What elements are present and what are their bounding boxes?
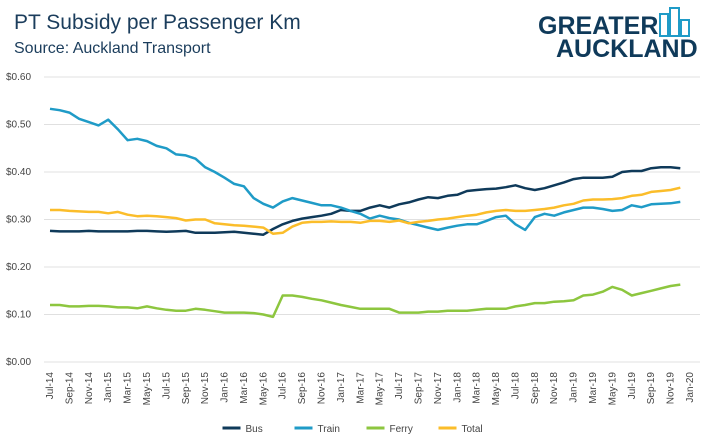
logo-text: GREATER xyxy=(538,12,658,40)
x-tick-label: Nov-14 xyxy=(84,372,95,405)
legend-label: Total xyxy=(462,424,483,435)
series-line xyxy=(50,186,681,235)
x-tick-label: Jan-18 xyxy=(452,372,463,403)
x-tick-label: Nov-19 xyxy=(666,372,677,405)
x-tick-label: Jul-18 xyxy=(510,372,521,400)
y-tick-label: $0.60 xyxy=(6,72,31,83)
x-tick-label: Mar-16 xyxy=(239,372,250,404)
x-tick-label: Nov-16 xyxy=(317,372,328,405)
legend-label: Ferry xyxy=(390,424,413,435)
x-tick-label: Nov-15 xyxy=(200,372,211,405)
legend-label: Train xyxy=(318,424,340,435)
x-tick-label: Jan-17 xyxy=(336,372,347,403)
x-tick-label: Sep-18 xyxy=(530,372,541,405)
x-tick-label: Mar-17 xyxy=(355,372,366,404)
series-line xyxy=(50,283,681,319)
x-tick-label: Jan-20 xyxy=(685,372,696,403)
x-tick-label: May-15 xyxy=(142,372,153,406)
y-tick-label: $0.50 xyxy=(6,120,31,131)
x-tick-label: Jul-19 xyxy=(627,372,638,400)
x-tick-label: Jan-15 xyxy=(103,372,114,403)
x-tick-label: May-19 xyxy=(607,372,618,406)
x-tick-label: Jul-14 xyxy=(45,372,56,400)
x-tick-label: Mar-15 xyxy=(123,372,134,404)
x-tick-label: Sep-17 xyxy=(413,372,424,405)
x-tick-label: Sep-16 xyxy=(297,372,308,405)
x-tick-label: Jan-16 xyxy=(220,372,231,403)
x-tick-label: Jul-17 xyxy=(394,372,405,400)
x-tick-label: May-17 xyxy=(375,372,386,406)
logo-icon xyxy=(659,7,690,37)
y-tick-label: $0.10 xyxy=(6,310,31,321)
series-line xyxy=(49,107,681,232)
x-tick-label: Jul-15 xyxy=(161,372,172,400)
x-tick-label: May-18 xyxy=(491,372,502,406)
chart-subtitle: Source: Auckland Transport xyxy=(14,40,211,57)
logo: GREATER AUCKLAND xyxy=(538,7,698,63)
x-tick-label: May-16 xyxy=(258,372,269,406)
x-tick-label: Sep-19 xyxy=(646,372,657,405)
logo-text: AUCKLAND xyxy=(556,35,698,63)
x-tick-label: Mar-19 xyxy=(588,372,599,404)
y-tick-label: $0.00 xyxy=(6,357,31,368)
x-tick-label: Sep-14 xyxy=(64,372,75,405)
x-tick-label: Nov-17 xyxy=(433,372,444,405)
x-tick-label: Sep-15 xyxy=(181,372,192,405)
x-tick-label: Mar-18 xyxy=(472,372,483,404)
legend-label: Bus xyxy=(246,424,263,435)
y-tick-label: $0.20 xyxy=(6,262,31,273)
y-tick-label: $0.40 xyxy=(6,167,31,178)
x-tick-label: Jul-16 xyxy=(278,372,289,400)
x-tick-label: Jan-19 xyxy=(569,372,580,403)
y-tick-label: $0.30 xyxy=(6,215,31,226)
series-line xyxy=(49,166,681,236)
chart-title: PT Subsidy per Passenger Km xyxy=(14,11,301,34)
x-tick-label: Nov-18 xyxy=(549,372,560,405)
